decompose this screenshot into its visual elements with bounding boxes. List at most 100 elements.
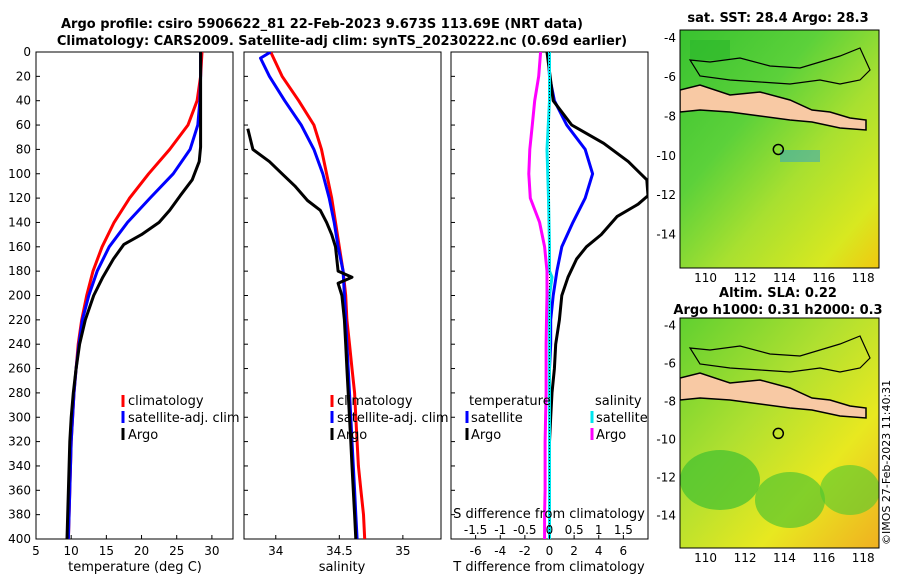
sla-map-title-line1: Altim. SLA: 0.22 [719, 286, 837, 301]
series-line-satellite-adj-clim [66, 52, 203, 539]
map-y-tick-label: -12 [656, 188, 676, 202]
x2-tick-label: -0.5 [513, 523, 536, 537]
x-tick-labels: 5 10 15 20 25 30 34 34.5 35 -6 -4 -2 0 2 4 6-1.5 -1 -0.5 0… [32, 523, 633, 558]
sla-patch [680, 450, 760, 510]
legend-label-t-argo: Argo [471, 428, 501, 443]
y-tick-label: 260 [8, 362, 31, 376]
x-tick-label: 2 [570, 544, 578, 558]
sla-patch [755, 472, 825, 528]
map-x-tick-label: 118 [852, 551, 875, 565]
map-x-tick-label: 114 [773, 271, 796, 285]
legend-title-temperature: temperature [469, 394, 551, 409]
y-tick-label: 320 [8, 435, 31, 449]
y-tick-label: 300 [8, 410, 31, 424]
map-x-tick-label: 112 [734, 551, 757, 565]
map-x-tick-label: 116 [812, 271, 835, 285]
temperature-xlabel: temperature (deg C) [68, 560, 202, 575]
x2-tick-label: 0 [546, 523, 554, 537]
salinity-xlabel: salinity [319, 560, 366, 575]
y-tick-label: 400 [8, 532, 31, 546]
y-tick-label: 80 [16, 142, 31, 156]
legend-label-s-satellite: satellite [596, 411, 648, 426]
y-tick-label: 40 [16, 94, 31, 108]
tdiff-xlabel: T difference from climatology [452, 560, 645, 575]
x2-tick-label: 1 [595, 523, 603, 537]
map-x-tick-label: 116 [812, 551, 835, 565]
map-y-tick-label: -8 [664, 110, 676, 124]
figure-title-line1: Argo profile: csiro 5906622_81 22-Feb-20… [61, 17, 583, 32]
x-tick-label: -4 [494, 544, 506, 558]
copyright-notice: ©IMOS 27-Feb-2023 11:40:31 [880, 379, 893, 545]
x-tick-label: -2 [519, 544, 531, 558]
x2-tick-label: -1 [494, 523, 506, 537]
x-tick-label: 4 [595, 544, 603, 558]
salinity-legend: climatology satellite-adj. clim Argo [330, 394, 449, 443]
x-tick-label: 20 [134, 544, 149, 558]
map-y-tick-label: -6 [664, 357, 676, 371]
island-outlines [688, 335, 871, 373]
x-tick-label: 35 [395, 544, 410, 558]
java-landmass [680, 372, 867, 419]
sla-map [680, 318, 879, 548]
map-y-tick-label: -10 [656, 433, 676, 447]
figure-title-line2: Climatology: CARS2009. Satellite-adj cli… [57, 34, 627, 49]
map-y-tick-label: -14 [656, 509, 676, 523]
temperature-axes [35, 51, 234, 540]
temperature-legend: climatology satellite-adj. clim Argo [121, 394, 240, 443]
temperature-series [65, 52, 204, 539]
y-tick-label: 20 [16, 69, 31, 83]
series-line-t-argo [545, 52, 648, 539]
sst-patch [690, 40, 730, 60]
y-tick-label: 240 [8, 337, 31, 351]
sst-field [680, 30, 879, 268]
y-tick-label: 0 [23, 45, 31, 59]
series-line-s-argo [527, 52, 549, 539]
y-tick-label: 180 [8, 264, 31, 278]
argo-location-marker [772, 427, 785, 440]
map-y-tick-label: -4 [664, 319, 676, 333]
salinity-series [246, 52, 367, 539]
map-y-tick-label: -8 [664, 395, 676, 409]
x2-tick-label: -1.5 [464, 523, 487, 537]
legend-label-t-satellite: satellite [471, 411, 523, 426]
x-tick-label: 15 [99, 544, 114, 558]
x-tick-label: -6 [470, 544, 482, 558]
sla-map-title-line2: Argo h1000: 0.31 h2000: 0.3 [673, 303, 882, 318]
series-line-s-satellite [545, 52, 554, 539]
x-tick-label: 34.5 [326, 544, 353, 558]
legend-label-argo: Argo [337, 428, 367, 443]
map-x-tick-label: 110 [694, 551, 717, 565]
y-tick-label: 140 [8, 215, 31, 229]
x-tick-label: 30 [204, 544, 219, 558]
sst-map [680, 30, 879, 268]
y-tick-label: 380 [8, 508, 31, 522]
y-tick-label: 200 [8, 289, 31, 303]
map-tick-labels: 110 112 114 116 118 -4 -6 -8 -10 -12 -14 110 112 114 1… [656, 31, 874, 565]
y-tick-label: 360 [8, 483, 31, 497]
x-tick-label: 10 [64, 544, 79, 558]
x2-tick-label: 1.5 [614, 523, 633, 537]
island-outlines [688, 47, 871, 85]
x2-tick-label: 0.5 [565, 523, 584, 537]
difference-legend: temperature satellite Argo salinity sate… [465, 394, 648, 443]
map-x-tick-label: 112 [734, 271, 757, 285]
y-tick-label: 220 [8, 313, 31, 327]
legend-title-salinity: salinity [595, 394, 642, 409]
legend-label-s-argo: Argo [596, 428, 626, 443]
sdiff-xlabel: S difference from climatology [453, 507, 645, 522]
y-tick-label: 100 [8, 167, 31, 181]
sla-patch [820, 465, 879, 515]
y-tick-label: 60 [16, 118, 31, 132]
x-tick-label: 5 [32, 544, 40, 558]
map-y-tick-label: -6 [664, 70, 676, 84]
sst-map-title: sat. SST: 28.4 Argo: 28.3 [687, 11, 868, 26]
series-line-argo [65, 52, 203, 539]
java-landmass [680, 84, 867, 131]
y-tick-label: 160 [8, 240, 31, 254]
legend-label-climatology: climatology [337, 394, 413, 409]
series-line-argo [246, 128, 358, 539]
sst-patch [780, 150, 820, 162]
argo-location-marker [772, 143, 785, 156]
map-y-tick-label: -4 [664, 31, 676, 45]
